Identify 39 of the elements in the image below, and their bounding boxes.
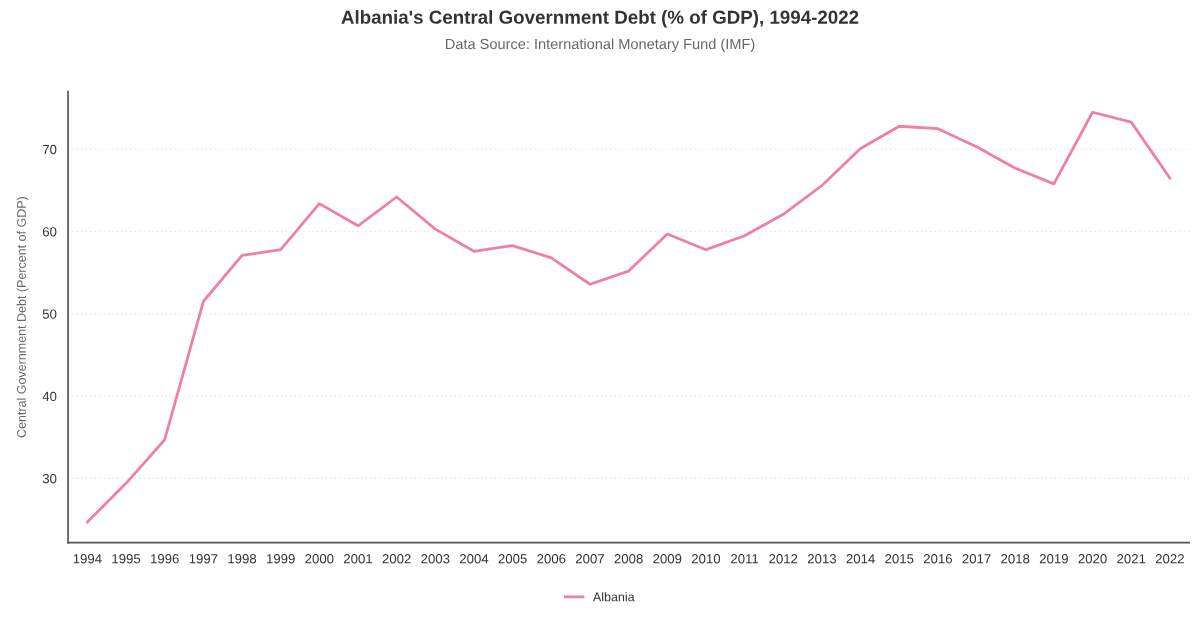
x-tick-label: 2005	[498, 554, 527, 564]
chart-subtitle: Data Source: International Monetary Fund (IMF)	[445, 38, 755, 53]
y-tick-label: 40	[42, 391, 57, 402]
x-tick-label: 2003	[421, 554, 450, 564]
x-tick-label: 2001	[343, 554, 373, 564]
x-tick-label: 2000	[305, 554, 334, 564]
y-tick-label: 70	[42, 144, 57, 155]
x-tick-label: 2009	[653, 554, 682, 564]
x-tick-label: 2022	[1155, 554, 1184, 564]
x-tick-label: 2019	[1039, 554, 1068, 564]
chart-title: Albania's Central Government Debt (% of GDP), 1994-2022	[341, 10, 859, 28]
legend-label: Albania	[592, 592, 635, 602]
x-tick-label: 2007	[575, 554, 604, 564]
y-tick-label: 30	[42, 473, 57, 484]
x-tick-label: 2020	[1078, 554, 1107, 564]
x-tick-label: 2002	[382, 554, 411, 564]
x-tick-label: 1999	[267, 554, 295, 564]
x-tick-label: 2012	[769, 554, 798, 564]
x-tick-label: 1996	[151, 554, 179, 564]
x-tick-label: 2010	[691, 554, 721, 564]
x-tick-label: 2018	[1001, 554, 1030, 564]
x-tick-label: 2015	[885, 554, 914, 564]
x-tick-label: 2004	[459, 554, 489, 564]
line-series	[85, 110, 1172, 524]
x-tick-label: 1994	[73, 554, 102, 564]
y-tick-label: 60	[42, 227, 57, 237]
x-tick-label: 2014	[846, 554, 875, 564]
x-tick-label: 2011	[731, 554, 759, 564]
x-tick-label: 2021	[1117, 554, 1146, 564]
x-tick-label: 2008	[614, 554, 643, 564]
x-tick-label: 1998	[228, 554, 257, 564]
y-tick-label: 50	[42, 309, 57, 319]
x-tick-label: 2013	[807, 554, 837, 564]
x-tick-label: 2017	[962, 554, 991, 564]
x-tick-label: 1997	[189, 554, 218, 564]
y-axis-title: Central Government Debt (Percent of GDP)	[16, 197, 29, 438]
x-tick-label: 2016	[923, 554, 952, 564]
x-tick-label: 2006	[537, 554, 566, 564]
x-tick-label: 1995	[112, 554, 141, 564]
